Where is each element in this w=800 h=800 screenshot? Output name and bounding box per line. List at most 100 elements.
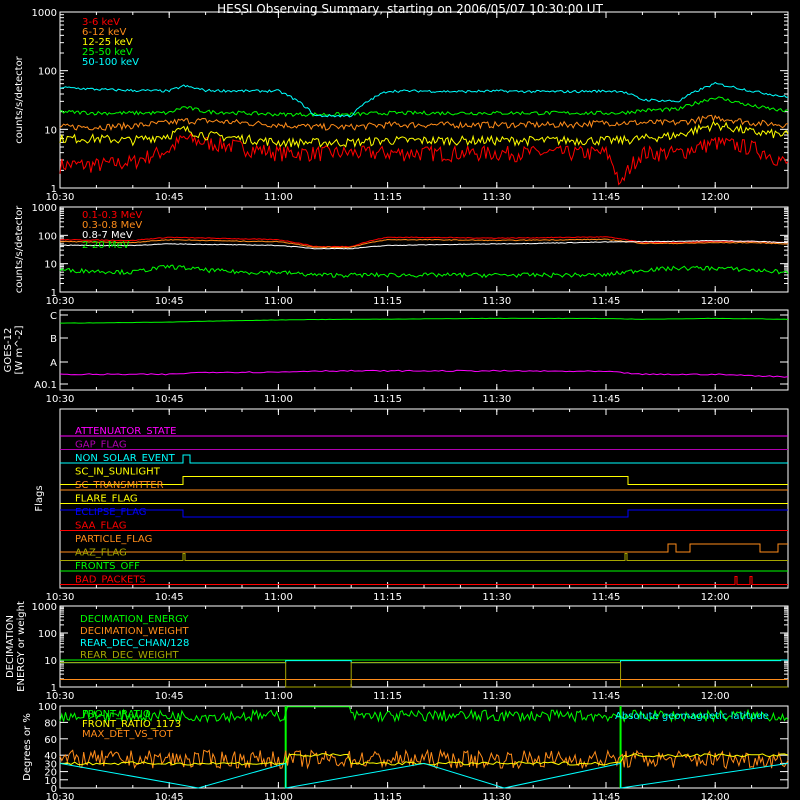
y-tick-label: A0.1 — [34, 380, 57, 391]
flag-line-non_solar_event — [60, 454, 788, 464]
flag-label: GAP_FLAG — [75, 440, 127, 451]
rear-dec-weight-line — [60, 662, 788, 688]
y-tick-label: 20 — [44, 768, 57, 779]
x-tick-label: 11:15 — [373, 296, 402, 307]
series-line-0.1-0.3-MeV — [59, 236, 789, 248]
x-tick-label: 11:15 — [373, 592, 402, 603]
x-tick-label: 10:45 — [155, 192, 184, 203]
y-tick-label: C — [50, 311, 57, 322]
flag-label: SAA_FLAG — [75, 521, 126, 532]
panel-2-legend-entry: 0.8-7 MeV — [82, 230, 133, 241]
y-tick-label: 10 — [44, 125, 57, 136]
panel-2-ylabel: counts/s/detector — [14, 205, 25, 293]
x-tick-label: 11:15 — [373, 394, 402, 405]
panel-5-legend-entry: DECIMATION_WEIGHT — [80, 626, 189, 637]
y-tick-label: A — [50, 358, 57, 369]
label-line: [W m^-2] — [14, 325, 25, 374]
y-tick-label: 40 — [44, 751, 57, 762]
x-tick-label: 11:00 — [264, 192, 293, 203]
x-tick-label: 11:00 — [264, 792, 293, 800]
panel-1-legend-entry: 25-50 keV — [82, 47, 133, 58]
x-tick-label: 11:00 — [264, 296, 293, 307]
panel-2-frame — [59, 206, 789, 293]
x-tick-label: 12:00 — [701, 792, 730, 800]
x-tick-label: 11:30 — [482, 792, 511, 800]
series-line-50-100-keV — [59, 81, 789, 118]
x-tick-label: 10:30 — [46, 394, 75, 405]
y-tick-label: 100 — [38, 231, 57, 242]
figure-title: HESSI Observing Summary, starting on 200… — [217, 2, 603, 16]
x-tick-label: 12:00 — [701, 296, 730, 307]
panel-2-legend-entry: 0.3-0.8 MeV — [82, 220, 142, 231]
x-tick-label: 11:45 — [592, 792, 621, 800]
y-tick-label: 100 — [38, 629, 57, 640]
flag-label: BAD_PACKETS — [75, 575, 146, 586]
y-tick-label: 60 — [44, 735, 57, 746]
y-tick-label: 0 — [51, 784, 57, 795]
x-tick-label: 10:45 — [155, 691, 184, 702]
flag-label: ATTENUATOR_STATE — [75, 426, 176, 437]
x-tick-label: 12:00 — [701, 394, 730, 405]
goes-series-line — [60, 317, 789, 324]
flag-label: FRONTS_OFF — [75, 561, 140, 572]
flag-line-sc_in_sunlight — [60, 476, 788, 485]
flag-label: AAZ_FLAG — [75, 548, 127, 559]
x-tick-label: 10:30 — [46, 691, 75, 702]
x-tick-label: 11:30 — [482, 192, 511, 203]
x-tick-label: 11:45 — [592, 296, 621, 307]
y-tick-label: 10 — [44, 260, 57, 271]
panel-6-legend-entry: FRONT_RATIO_1173 — [82, 719, 181, 730]
panel-6-legend-entry: FRONT_RATIO — [82, 709, 151, 720]
x-tick-label: 11:45 — [592, 394, 621, 405]
x-tick-label: 11:15 — [373, 792, 402, 800]
flag-label: SC_IN_SUNLIGHT — [75, 467, 161, 478]
flag-line-bad_packets — [60, 576, 788, 585]
label-line: ENERGY or weight — [16, 601, 27, 692]
panel-2-legend-entry: 0.1-0.3 MeV — [82, 210, 142, 221]
max-det-line — [59, 748, 789, 770]
y-tick-label: 1000 — [32, 203, 57, 214]
panel-6-legend-entry: MAX_DET_VS_TOT — [82, 729, 174, 740]
series-line-0.3-0.8-MeV — [59, 238, 789, 249]
series-line-12-25-keV — [59, 120, 789, 149]
y-tick-label: 100 — [38, 67, 57, 78]
x-tick-label: 11:30 — [482, 592, 511, 603]
flag-label: SC_TRANSMITTER — [75, 480, 164, 491]
y-tick-label: 80 — [44, 718, 57, 729]
y-tick-label: 1 — [51, 288, 57, 299]
y-tick-label: B — [50, 334, 57, 345]
panel-1-legend-entry: 3-6 keV — [82, 17, 120, 28]
flag-label: NON_SOLAR_EVENT — [75, 453, 176, 464]
x-tick-label: 12:00 — [701, 592, 730, 603]
x-tick-label: 11:00 — [264, 592, 293, 603]
x-tick-label: 10:45 — [155, 592, 184, 603]
y-tick-label: 1000 — [32, 8, 57, 19]
panel-1-legend-entry: 6-12 keV — [82, 27, 126, 38]
x-tick-label: 10:30 — [46, 192, 75, 203]
panel-5-ylabel: DECIMATIONENERGY or weight — [5, 601, 27, 692]
goes-series-line — [59, 369, 789, 378]
panel-1-ylabel: counts/s/detector — [14, 55, 25, 143]
x-tick-label: 12:00 — [701, 691, 730, 702]
x-tick-label: 11:15 — [373, 691, 402, 702]
series-line-25-50-keV — [59, 96, 789, 118]
x-tick-label: 11:00 — [264, 691, 293, 702]
y-tick-label: 10 — [44, 776, 57, 787]
panel-5-legend-entry: REAR_DEC_WEIGHT — [80, 650, 179, 661]
x-tick-label: 11:30 — [482, 394, 511, 405]
flag-line-particle_flag — [60, 543, 788, 553]
series-line-3-6-keV — [59, 132, 789, 186]
panel-1-frame — [59, 11, 789, 189]
x-tick-label: 10:45 — [155, 296, 184, 307]
panel-1-legend-entry: 12-25 keV — [82, 37, 133, 48]
panel-5-legend-entry: REAR_DEC_CHAN/128 — [80, 638, 189, 649]
flag-label: FLARE_FLAG — [75, 494, 138, 505]
series-line-6-12-keV — [59, 114, 789, 132]
panel-4-ylabel: Flags — [34, 485, 45, 511]
y-tick-label: 100 — [38, 702, 57, 713]
flag-line-aaz_flag — [60, 553, 788, 561]
x-tick-label: 11:45 — [592, 192, 621, 203]
y-tick-label: 1 — [51, 184, 57, 195]
panel-5-legend-entry: DECIMATION_ENERGY — [80, 614, 189, 625]
flag-label: PARTICLE_FLAG — [75, 534, 152, 545]
